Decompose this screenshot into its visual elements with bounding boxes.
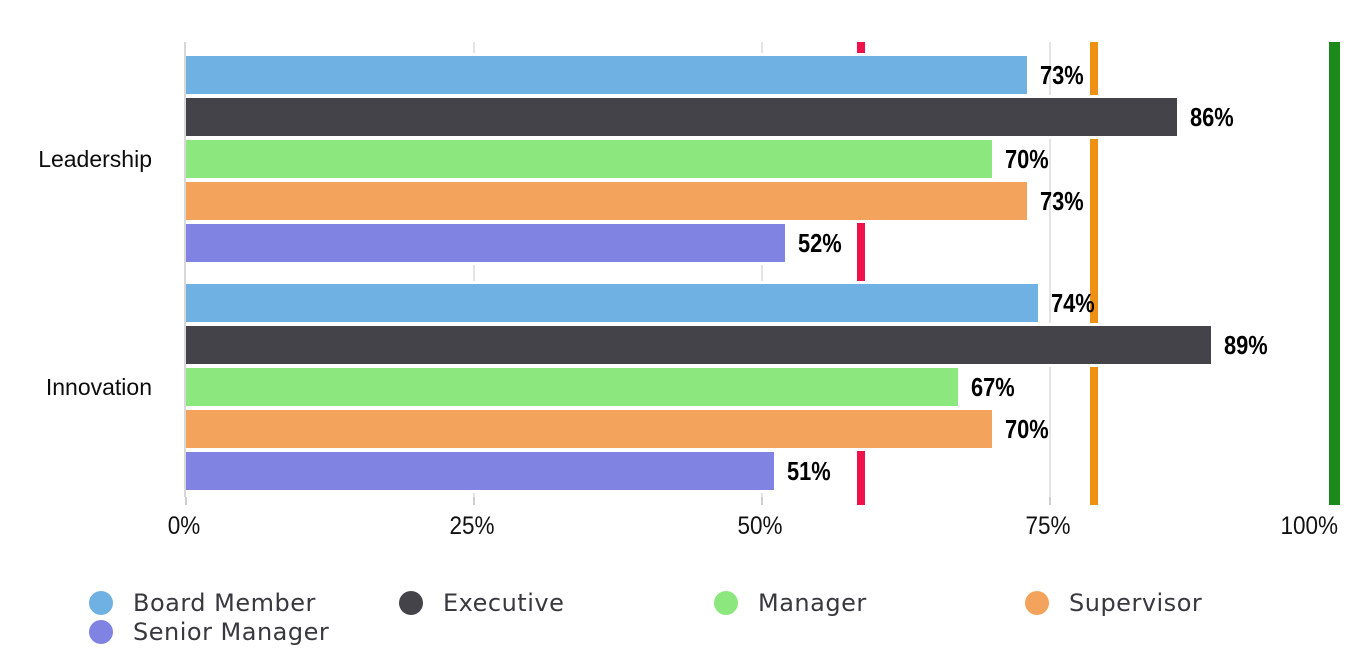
- legend-swatch-icon: [399, 591, 423, 615]
- bar-value-text: 70%: [1005, 144, 1050, 174]
- bar-value-label: 73%: [1040, 182, 1092, 220]
- legend-swatch-icon: [89, 591, 113, 615]
- bar: [186, 410, 993, 448]
- bar-value-label: 73%: [1040, 56, 1092, 94]
- bar-value-label: 52%: [798, 224, 850, 262]
- plot-area: 73% 86% 70% 73% 52% 74% 89% 67% 70% 51%: [184, 42, 1341, 505]
- bar-value-label: 67%: [971, 368, 1023, 406]
- category-label: Innovation: [45, 374, 152, 400]
- bar-value-text: 73%: [1039, 60, 1084, 90]
- bar-value-text: 74%: [1051, 288, 1096, 318]
- bar: [186, 182, 1027, 220]
- x-axis-tick-text: 50%: [737, 512, 783, 540]
- category-label: Leadership: [38, 146, 152, 172]
- axis-tick: [473, 497, 475, 505]
- gridline: [761, 42, 763, 497]
- gridline: [1049, 42, 1051, 497]
- bar-value-text: 89%: [1224, 330, 1268, 360]
- x-axis-tick-label: 50%: [735, 512, 785, 541]
- red-reference-line: [857, 42, 866, 505]
- bar-value-text: 52%: [798, 228, 842, 258]
- x-axis-tick-text: 75%: [1025, 512, 1071, 540]
- bar-value-text: 73%: [1039, 186, 1084, 216]
- legend-item-label: Senior Manager: [133, 618, 330, 646]
- legend-item-label: Manager: [758, 589, 867, 617]
- bar-value-text: 86%: [1189, 102, 1234, 132]
- axis-tick: [185, 497, 187, 505]
- bar-value-label: 89%: [1224, 326, 1276, 364]
- bar: [186, 224, 786, 262]
- x-axis-tick-label: 25%: [447, 512, 497, 541]
- axis-tick: [1049, 497, 1051, 505]
- bar-value-label: 70%: [1005, 140, 1057, 178]
- x-axis-tick-label: 100%: [1274, 512, 1338, 541]
- axis-tick: [761, 497, 763, 505]
- bar: [186, 326, 1212, 364]
- x-axis-tick-text: 25%: [449, 512, 495, 540]
- orange-reference-line: [1089, 42, 1098, 505]
- x-axis-tick-text: 0%: [167, 512, 201, 540]
- legend-swatch-icon: [1025, 591, 1049, 615]
- green-reference-line: [1329, 42, 1341, 505]
- x-axis-tick-text: 100%: [1280, 512, 1338, 540]
- bar: [186, 98, 1177, 136]
- bar: [186, 140, 993, 178]
- legend-item-label: Board Member: [133, 589, 316, 617]
- bar-value-text: 67%: [970, 372, 1015, 402]
- bar-value-label: 74%: [1051, 284, 1103, 322]
- bar-value-text: 51%: [786, 456, 831, 486]
- bar-value-label: 51%: [787, 452, 839, 490]
- x-axis-tick-label: 0%: [166, 512, 202, 541]
- bar: [186, 368, 958, 406]
- bar: [186, 56, 1027, 94]
- legend-swatch-icon: [714, 591, 738, 615]
- legend-swatch-icon: [89, 620, 113, 644]
- legend-item-label: Executive: [443, 589, 565, 617]
- legend-item-label: Supervisor: [1069, 589, 1203, 617]
- gridline: [473, 42, 475, 497]
- x-axis-tick-label: 75%: [1023, 512, 1073, 541]
- bar: [186, 452, 774, 490]
- bar-value-label: 70%: [1005, 410, 1057, 448]
- bar-value-text: 70%: [1005, 414, 1050, 444]
- bar-value-label: 86%: [1190, 98, 1242, 136]
- bar: [186, 284, 1039, 322]
